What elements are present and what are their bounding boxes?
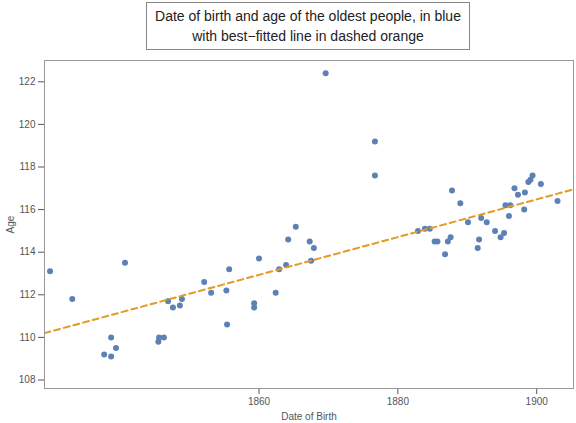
svg-text:1900: 1900 <box>526 396 549 407</box>
svg-text:118: 118 <box>20 161 36 172</box>
svg-text:Age: Age <box>5 215 16 233</box>
svg-text:116: 116 <box>20 204 36 215</box>
svg-text:112: 112 <box>20 289 36 300</box>
svg-text:114: 114 <box>20 246 36 257</box>
svg-text:122: 122 <box>19 76 36 87</box>
svg-text:108: 108 <box>19 374 36 385</box>
svg-text:Date of Birth: Date of Birth <box>281 411 337 422</box>
svg-text:1880: 1880 <box>387 396 410 407</box>
svg-text:120: 120 <box>19 119 36 130</box>
svg-text:110: 110 <box>20 332 36 343</box>
svg-text:1860: 1860 <box>248 396 271 407</box>
html-text:Date of birth and age of the o: Date of birth and age of the oldest peop… <box>155 8 461 44</box>
